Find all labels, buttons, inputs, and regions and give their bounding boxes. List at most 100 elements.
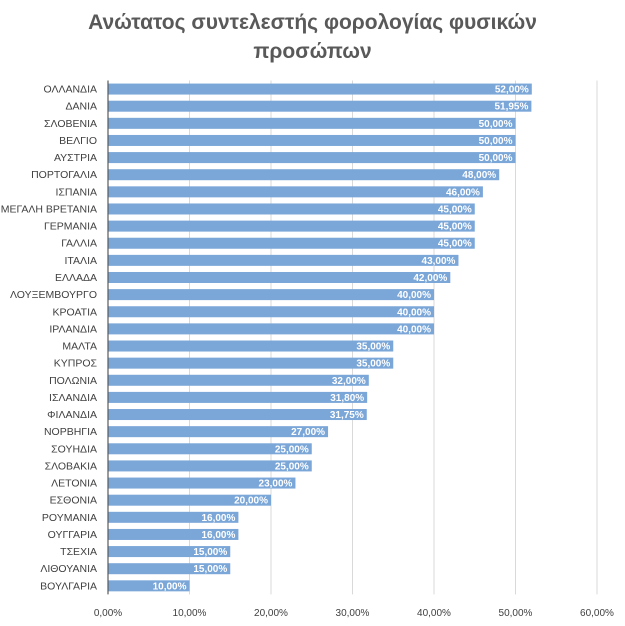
category-label: ΡΟΥΜΑΝΙΑ (42, 512, 97, 524)
category-label: ΛΟΥΞΕΜΒΟΥΡΓΟ (10, 289, 97, 301)
bar (108, 580, 190, 592)
data-label: 48,00% (462, 170, 496, 181)
category-label: ΜΕΓΑΛΗ ΒΡΕΤΑΝΙΑ (1, 203, 97, 215)
category-label: ΙΡΛΑΝΔΙΑ (49, 323, 97, 335)
bar (108, 117, 516, 129)
bar (108, 391, 368, 403)
category-label: ΓΑΛΛΙΑ (61, 238, 97, 250)
category-label: ΠΟΡΤΟΓΑΛΙΑ (31, 169, 97, 181)
bar (108, 83, 532, 95)
category-label: ΔΑΝΙΑ (65, 101, 97, 113)
category-label: ΒΟΥΛΓΑΡΙΑ (40, 580, 97, 592)
data-label: 23,00% (259, 479, 293, 490)
chart-title: Ανώτατος συντελεστής φορολογίας φυσικών … (0, 8, 625, 66)
data-label: 31,75% (330, 410, 364, 421)
category-label: ΚΥΠΡΟΣ (54, 358, 98, 370)
data-label: 10,00% (153, 581, 187, 592)
bar (108, 220, 475, 232)
data-label: 16,00% (201, 513, 235, 524)
bar (108, 494, 271, 506)
bar (108, 134, 516, 146)
bar (108, 477, 296, 489)
bar (108, 409, 367, 421)
data-label: 16,00% (201, 530, 235, 541)
bar (108, 563, 231, 575)
data-label: 52,00% (495, 85, 529, 96)
data-label: 35,00% (356, 359, 390, 370)
category-label: ΛΙΘΟΥΑΝΙΑ (40, 563, 97, 575)
category-label: ΒΕΛΓΙΟ (59, 135, 97, 147)
category-label: ΣΛΟΒΑΚΙΑ (45, 460, 97, 472)
category-label: ΛΕΤΟΝΙΑ (51, 478, 97, 490)
category-label: ΣΟΥΗΔΙΑ (51, 443, 97, 455)
bar (108, 152, 516, 164)
data-label: 15,00% (193, 547, 227, 558)
bar (108, 100, 532, 112)
data-label: 32,00% (332, 376, 366, 387)
bar (108, 289, 434, 301)
data-label: 40,00% (397, 307, 431, 318)
bar (108, 169, 500, 181)
bar (108, 357, 394, 369)
bar (108, 254, 459, 266)
category-label: ΤΣΕΧΙΑ (60, 546, 97, 558)
bar (108, 186, 483, 198)
category-label: ΟΥΓΓΑΡΙΑ (48, 529, 97, 541)
category-label: ΕΣΘΟΝΙΑ (50, 495, 97, 507)
bar (108, 374, 369, 386)
x-tick-label: 0,00% (94, 608, 122, 619)
data-label: 20,00% (234, 496, 268, 507)
data-label: 40,00% (397, 290, 431, 301)
category-label: ΑΥΣΤΡΙΑ (54, 152, 97, 164)
bar (108, 271, 451, 283)
category-label: ΟΛΛΑΝΔΙΑ (43, 84, 97, 96)
category-label: ΚΡΟΑΤΙΑ (52, 306, 97, 318)
category-label: ΙΤΑΛΙΑ (65, 255, 98, 267)
x-tick-label: 60,00% (580, 608, 614, 619)
data-label: 25,00% (275, 444, 309, 455)
bar (108, 511, 239, 523)
x-tick-label: 10,00% (173, 608, 207, 619)
data-label: 50,00% (479, 119, 513, 130)
category-label: ΣΛΟΒΕΝΙΑ (44, 118, 97, 130)
bar (108, 443, 312, 455)
data-label: 25,00% (275, 461, 309, 472)
bar (108, 323, 434, 335)
x-tick-label: 20,00% (254, 608, 288, 619)
data-label: 45,00% (438, 222, 472, 233)
bar (108, 237, 475, 249)
category-label: ΓΕΡΜΑΝΙΑ (44, 221, 97, 233)
bar (108, 203, 475, 215)
category-label: ΙΣΠΑΝΙΑ (56, 186, 98, 198)
data-label: 27,00% (291, 427, 325, 438)
data-label: 45,00% (438, 239, 472, 250)
data-label: 31,80% (330, 393, 364, 404)
bar (108, 306, 434, 318)
x-tick-label: 40,00% (417, 608, 451, 619)
data-label: 51,95% (494, 102, 528, 113)
bar (108, 528, 239, 540)
data-label: 35,00% (356, 342, 390, 353)
chart-title-line-2: προσώπων (253, 40, 372, 63)
data-label: 42,00% (413, 273, 447, 284)
data-label: 40,00% (397, 324, 431, 335)
category-label: ΕΛΛΑΔΑ (55, 272, 97, 284)
data-label: 50,00% (479, 136, 513, 147)
data-label: 46,00% (446, 187, 480, 198)
data-label: 50,00% (479, 153, 513, 164)
data-label: 43,00% (422, 256, 456, 267)
category-label: ΦΙΛΑΝΔΙΑ (47, 409, 97, 421)
category-label: ΙΣΛΑΝΔΙΑ (49, 392, 97, 404)
bar (108, 460, 312, 472)
x-tick-label: 30,00% (336, 608, 370, 619)
bar (108, 340, 394, 352)
data-label: 45,00% (438, 204, 472, 215)
bar (108, 546, 231, 558)
category-label: ΝΟΡΒΗΓΙΑ (44, 426, 97, 438)
category-label: ΠΟΛΩΝΙΑ (49, 375, 97, 387)
bar (108, 426, 329, 438)
chart-title-line-1: Ανώτατος συντελεστής φορολογίας φυσικών (88, 11, 537, 34)
category-label: ΜΑΛΤΑ (62, 341, 97, 353)
